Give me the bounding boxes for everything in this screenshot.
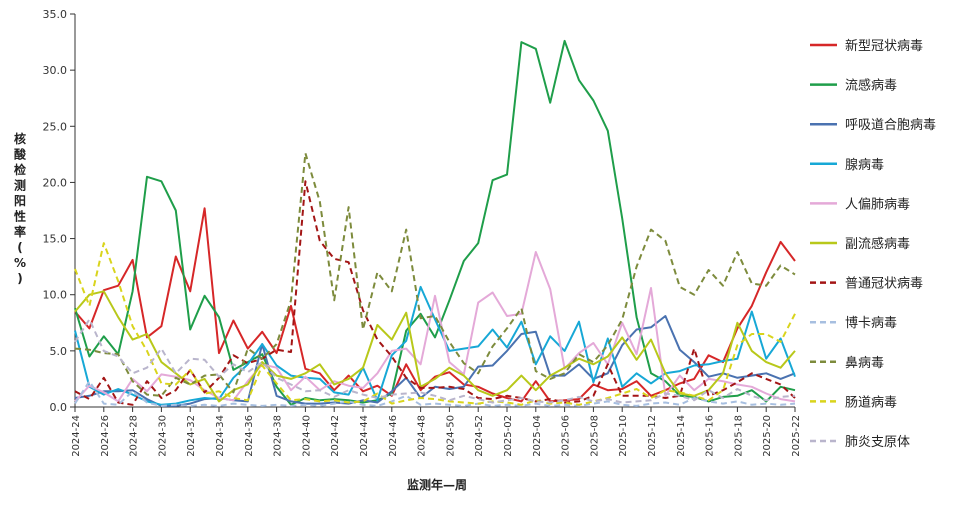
plot-area: 0.05.010.015.020.025.030.035.0 2024-24 20… (43, 8, 803, 457)
y-title-char: 测 (14, 178, 26, 193)
x-tick-label: 2025-22 (791, 415, 802, 457)
x-tick-label: 2024-38 (273, 415, 284, 457)
y-tick-label: 5.0 (50, 345, 68, 358)
x-tick-label: 2024-44 (359, 415, 370, 457)
y-axis-title: 核酸检测阳性率 (%) (13, 131, 27, 286)
y-title-char: ( (17, 241, 22, 255)
legend-label: 人偏肺病毒 (845, 197, 910, 212)
x-tick-label: 2025-04 (532, 415, 543, 457)
x-tick-label: 2024-32 (186, 415, 197, 457)
legend-label: 新型冠状病毒 (845, 38, 923, 54)
legend-item[interactable]: 肺炎支原体 (810, 435, 910, 450)
legend-label: 肠道病毒 (845, 395, 897, 410)
legend-label: 鼻病毒 (845, 355, 884, 371)
x-tick-label: 2024-50 (445, 415, 456, 457)
x-tick-label: 2024-30 (157, 415, 168, 457)
legend-item[interactable]: 呼吸道合胞病毒 (810, 118, 936, 133)
series-line-1 (74, 39, 796, 406)
legend-item[interactable]: 普通冠状病毒 (810, 277, 923, 292)
series-line-7 (74, 380, 796, 407)
y-tick-label: 10.0 (43, 289, 68, 302)
legend-label: 腺病毒 (845, 158, 884, 173)
legend[interactable]: 新型冠状病毒流感病毒呼吸道合胞病毒腺病毒人偏肺病毒副流感病毒普通冠状病毒博卡病毒… (810, 38, 936, 450)
y-tick-label: 25.0 (43, 120, 68, 133)
series-line-8 (74, 152, 796, 397)
legend-item[interactable]: 肠道病毒 (810, 395, 897, 410)
x-tick-label: 2024-46 (388, 415, 399, 457)
y-title-char: 核 (14, 131, 26, 146)
x-tick-label: 2025-06 (561, 415, 572, 457)
y-ticks: 0.0 5.0 10.0 15.0 20.0 25.0 30.0 35.0 (43, 8, 75, 414)
series-line-10 (74, 318, 796, 404)
legend-label: 肺炎支原体 (845, 435, 910, 450)
x-tick-label: 2024-28 (129, 415, 140, 457)
x-tick-label: 2024-24 (71, 415, 82, 457)
x-tick-label: 2024-26 (100, 415, 111, 457)
x-tick-label: 2024-40 (301, 415, 312, 457)
x-tick-label: 2025-20 (762, 415, 773, 457)
x-tick-label: 2024-34 (215, 415, 226, 457)
legend-label: 呼吸道合胞病毒 (845, 118, 936, 133)
x-tick-label: 2025-02 (503, 415, 514, 457)
x-tick-label: 2024-52 (474, 415, 485, 457)
legend-item[interactable]: 副流感病毒 (810, 236, 910, 252)
legend-label: 流感病毒 (845, 78, 897, 94)
x-tick-label: 2025-12 (647, 415, 658, 457)
legend-item[interactable]: 博卡病毒 (810, 316, 897, 331)
x-tick-label: 2024-36 (244, 415, 255, 457)
x-tick-label: 2024-48 (417, 415, 428, 457)
x-axis-title: 监测年—周 (407, 477, 467, 492)
x-tick-label: 2025-14 (676, 415, 687, 457)
x-tick-label: 2025-18 (733, 415, 744, 457)
y-title-char: 酸 (14, 147, 27, 162)
y-tick-label: 0.0 (50, 401, 68, 414)
legend-item[interactable]: 人偏肺病毒 (810, 197, 910, 212)
series-lines (74, 39, 796, 407)
x-ticks: 2024-24 2024-26 2024-28 2024-30 2024-32 2024-… (71, 407, 802, 457)
legend-label: 副流感病毒 (845, 236, 910, 252)
series-line-5 (74, 290, 796, 403)
series-line-9 (74, 242, 796, 406)
y-tick-label: 30.0 (43, 64, 68, 77)
y-tick-label: 35.0 (43, 8, 68, 21)
x-tick-label: 2024-42 (330, 415, 341, 457)
legend-label: 博卡病毒 (845, 316, 897, 331)
y-title-char: ) (17, 272, 22, 286)
legend-item[interactable]: 新型冠状病毒 (810, 38, 923, 54)
y-tick-label: 15.0 (43, 233, 68, 246)
legend-label: 普通冠状病毒 (845, 277, 923, 292)
series-line-6 (74, 180, 796, 406)
x-tick-label: 2025-16 (705, 415, 716, 457)
legend-item[interactable]: 鼻病毒 (810, 355, 884, 371)
series-line-3 (74, 285, 796, 406)
y-title-char: % (14, 256, 26, 270)
series-line-2 (74, 315, 796, 407)
y-title-char: 性 (13, 209, 26, 224)
y-title-char: 率 (14, 224, 26, 239)
x-tick-label: 2025-08 (589, 415, 600, 457)
y-title-char: 阳 (14, 193, 26, 208)
y-title-char: 检 (14, 162, 26, 177)
y-tick-label: 20.0 (43, 176, 68, 189)
legend-item[interactable]: 流感病毒 (810, 78, 897, 94)
legend-item[interactable]: 腺病毒 (810, 158, 884, 173)
x-tick-label: 2025-10 (618, 415, 629, 457)
